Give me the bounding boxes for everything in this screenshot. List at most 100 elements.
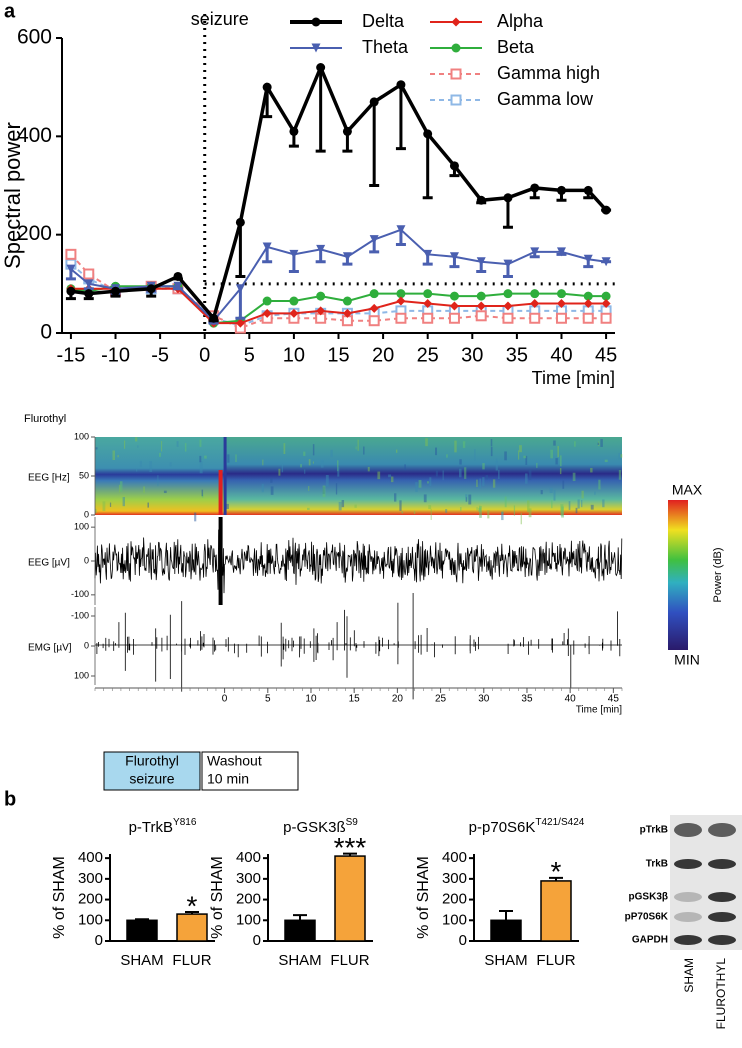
spectrogram-texture xyxy=(520,513,522,525)
spectrogram-texture xyxy=(163,490,167,494)
colorbar-max: MAX xyxy=(672,482,703,498)
x-tick-label: 10 xyxy=(283,344,305,366)
x-axis-title: Time [min] xyxy=(576,705,623,716)
spectrogram-texture xyxy=(307,507,310,510)
x-tick-label: 25 xyxy=(417,344,439,366)
marker xyxy=(423,299,433,308)
spectrogram-texture xyxy=(147,502,150,508)
marker xyxy=(262,242,272,252)
spectrogram-texture xyxy=(423,494,427,503)
spectrogram-texture xyxy=(618,453,621,460)
marker xyxy=(396,289,406,299)
x-tick-label: -10 xyxy=(101,344,130,366)
panel-label: EEG [µV] xyxy=(28,558,70,569)
protocol-text: seizure xyxy=(129,771,174,787)
y-tick-label: 0 xyxy=(84,640,89,650)
x-tick-label: 0 xyxy=(199,344,210,366)
spectrogram-texture xyxy=(479,478,482,489)
x-tick-label: 5 xyxy=(244,344,255,366)
x-tick-label: 5 xyxy=(265,694,271,705)
spectrogram-texture xyxy=(527,500,530,513)
marker xyxy=(396,225,406,235)
marker xyxy=(530,289,540,299)
marker xyxy=(448,312,460,324)
marker xyxy=(235,318,245,328)
spectrogram-texture xyxy=(553,440,556,446)
title-sup: S9 xyxy=(346,817,359,828)
spectrogram-texture xyxy=(462,441,466,448)
spectrogram-texture xyxy=(465,497,468,502)
spectrogram-texture xyxy=(102,501,106,512)
x-tick-label: 20 xyxy=(392,694,404,705)
panel-label: b xyxy=(4,788,16,810)
marker xyxy=(530,299,540,308)
marker xyxy=(235,284,245,294)
spectrogram-texture xyxy=(600,438,603,447)
x-tick-label: 25 xyxy=(435,694,447,705)
x-tick-label: 20 xyxy=(372,344,394,366)
spectrogram-texture xyxy=(504,496,507,508)
x-tick-label: 15 xyxy=(327,344,349,366)
spectrogram-texture xyxy=(540,490,543,495)
x-tick-label: 15 xyxy=(349,694,361,705)
y-tick-label: 0 xyxy=(253,932,261,949)
marker xyxy=(369,235,379,245)
spectrogram-texture xyxy=(137,445,139,448)
spectrogram-texture xyxy=(176,441,179,447)
marker xyxy=(601,299,611,308)
marker xyxy=(209,313,219,323)
spectrogram-texture xyxy=(604,459,608,463)
spectrogram-texture xyxy=(581,499,583,508)
marker xyxy=(451,17,461,27)
significance: * xyxy=(551,856,562,887)
bar xyxy=(284,919,316,942)
y-tick-label: -100 xyxy=(71,589,89,599)
emg-trace xyxy=(95,593,622,700)
x-tick-label: 30 xyxy=(478,694,490,705)
y-tick-label: 200 xyxy=(236,891,261,908)
blot-row-label: pGSK3β xyxy=(629,892,668,903)
marker xyxy=(235,217,245,227)
y-axis-title: % of SHAM xyxy=(51,856,68,939)
error-bar xyxy=(422,133,433,200)
spectrogram-texture xyxy=(262,459,264,466)
series-line xyxy=(70,228,607,323)
spectrogram-texture xyxy=(304,469,306,474)
blot-row-label: pP70S6K xyxy=(625,912,669,923)
error-bar xyxy=(369,101,380,187)
bar xyxy=(126,919,158,942)
spectrogram-texture xyxy=(442,470,444,481)
protocol-box xyxy=(201,751,299,791)
marker xyxy=(451,43,461,53)
marker xyxy=(449,252,459,262)
marker xyxy=(369,289,379,299)
spectrogram-texture xyxy=(388,474,392,478)
spectrogram-texture xyxy=(429,477,432,487)
y-tick-label: 50 xyxy=(79,470,89,480)
x-tick-label: FLUR xyxy=(536,952,575,969)
panel-label: EEG [Hz] xyxy=(28,473,70,484)
marker xyxy=(422,312,434,324)
x-tick-label: -15 xyxy=(56,344,85,366)
y-tick-label: 100 xyxy=(442,911,467,928)
spectrogram-texture xyxy=(425,438,428,447)
marker xyxy=(450,68,462,80)
spectrogram-texture xyxy=(404,464,406,471)
marker xyxy=(556,247,566,257)
marker xyxy=(342,252,352,262)
error-bar xyxy=(502,197,513,229)
spectrogram-texture xyxy=(109,502,112,507)
spectrogram-texture xyxy=(474,449,476,461)
y-tick-label: 200 xyxy=(17,222,52,245)
spectrogram-texture xyxy=(139,460,143,468)
protocol-box xyxy=(103,751,201,791)
spectrogram-texture xyxy=(476,479,478,487)
title-sup: T421/S424 xyxy=(535,817,584,828)
panel-label: a xyxy=(4,0,16,22)
spectrogram-texture xyxy=(135,437,138,442)
y-tick-label: 300 xyxy=(78,870,103,887)
y-tick-label: 600 xyxy=(17,26,52,49)
spectrogram-texture xyxy=(428,505,432,510)
marker xyxy=(342,126,352,136)
marker xyxy=(423,129,433,139)
